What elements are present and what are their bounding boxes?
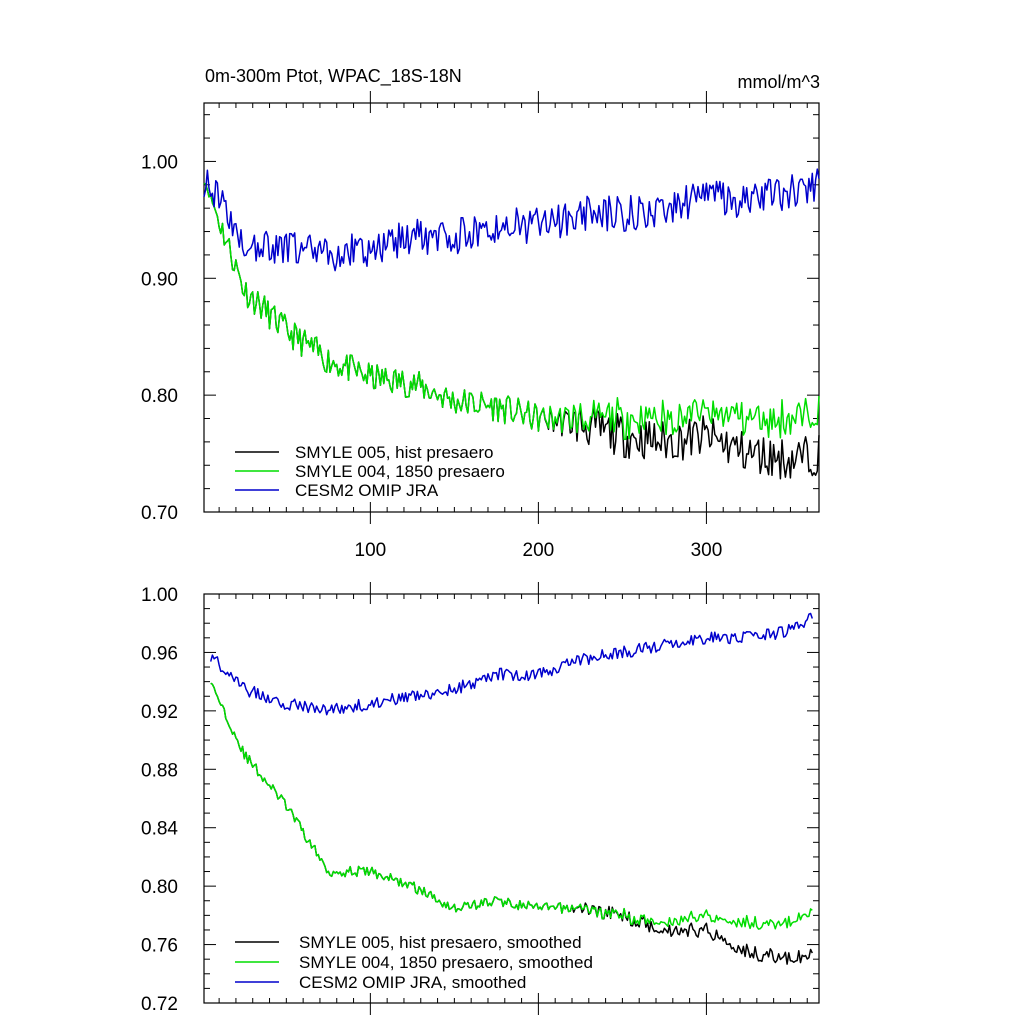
legend-label-3: CESM2 OMIP JRA [295, 481, 439, 500]
y-tick-label: 0.72 [141, 994, 178, 1015]
x-tick-label: 200 [523, 540, 555, 561]
y-tick-label: 0.76 [141, 936, 178, 957]
legend-label-1: SMYLE 005, hist presaero, smoothed [299, 933, 582, 952]
legend-label-3: CESM2 OMIP JRA, smoothed [299, 973, 526, 992]
series-line-3 [209, 612, 814, 716]
y-tick-label: 0.80 [141, 877, 178, 898]
legend-label-2: SMYLE 004, 1850 presaero [295, 462, 505, 481]
y-tick-label: 0.92 [141, 702, 178, 723]
bottom-series-lines [209, 612, 814, 965]
y-tick-label: 1.00 [141, 585, 178, 606]
bottom-legend: SMYLE 005, hist presaero, smoothedSMYLE … [235, 933, 593, 992]
series-line-1 [210, 682, 813, 965]
series-line-3 [203, 168, 820, 272]
legend-label-2: SMYLE 004, 1850 presaero, smoothed [299, 953, 593, 972]
top-panel: 0m-300m Ptot, WPAC_18S-18N mmol/m^3 100 2… [141, 66, 820, 561]
y-tick-label: 0.80 [141, 386, 178, 407]
top-plot-frame [203, 102, 820, 513]
y-tick-label: 0.88 [141, 760, 178, 781]
y-tick-label: 0.84 [141, 819, 178, 840]
y-tick-label: 0.96 [141, 643, 178, 664]
bottom-panel: 0.72 0.76 0.80 0.84 0.88 0.92 0.96 1.00 SMYLE 0… [141, 582, 820, 1015]
x-tick-label: 300 [691, 540, 723, 561]
top-panel-units: mmol/m^3 [738, 72, 820, 92]
y-tick-label: 0.70 [141, 503, 178, 524]
series-line-2 [203, 182, 820, 441]
top-panel-title: 0m-300m Ptot, WPAC_18S-18N [205, 66, 462, 87]
y-tick-label: 1.00 [141, 152, 178, 173]
series-line-2 [210, 682, 813, 930]
y-tick-label: 0.90 [141, 269, 178, 290]
bottom-axis-ticks: 0.72 0.76 0.80 0.84 0.88 0.92 0.96 1.00 [141, 582, 819, 1015]
x-tick-label: 100 [355, 540, 387, 561]
top-axis-ticks: 100 200 300 0.70 0.80 0.90 1.00 [141, 91, 819, 561]
legend-label-1: SMYLE 005, hist presaero [295, 443, 493, 462]
top-series-lines [203, 168, 820, 480]
